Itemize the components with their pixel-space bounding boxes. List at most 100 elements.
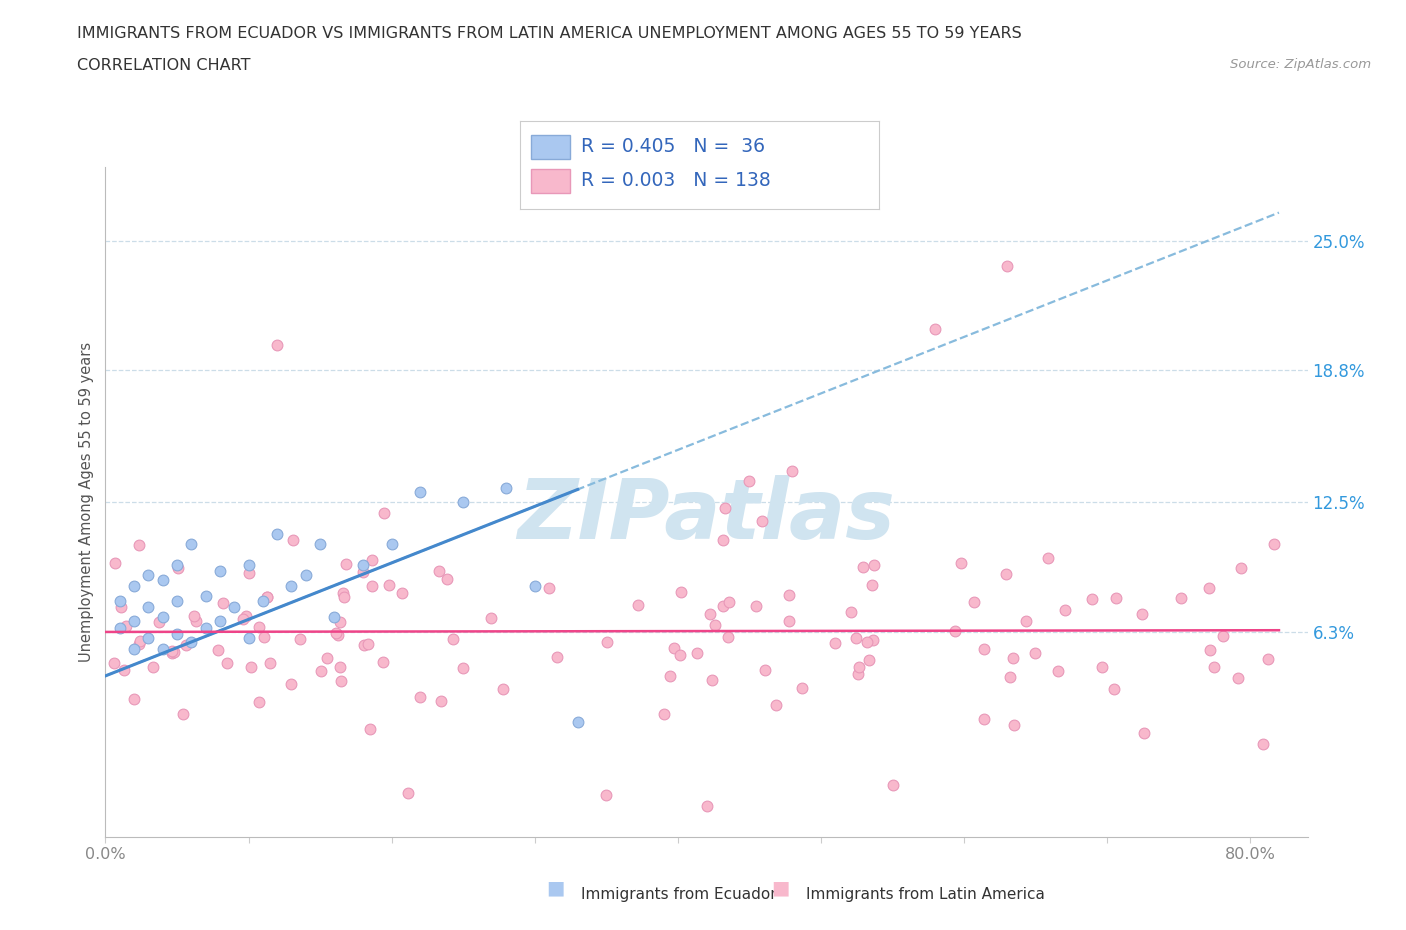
- Point: [122, 642, 145, 657]
- Point: [238, 631, 260, 645]
- Point: [122, 578, 145, 593]
- Point: [546, 650, 568, 665]
- Point: [1226, 671, 1249, 685]
- Point: [326, 628, 349, 643]
- Point: [662, 641, 685, 656]
- Point: [943, 623, 966, 638]
- Point: [495, 480, 517, 495]
- Point: [685, 645, 707, 660]
- Point: [1047, 663, 1070, 678]
- Point: [858, 653, 880, 668]
- Point: [148, 614, 170, 629]
- Point: [1133, 725, 1156, 740]
- Point: [232, 611, 254, 626]
- Point: [973, 711, 995, 726]
- Point: [1004, 718, 1026, 733]
- Point: [266, 526, 288, 541]
- Text: ■: ■: [770, 879, 790, 897]
- Point: [325, 626, 347, 641]
- Point: [360, 553, 382, 568]
- Point: [846, 667, 869, 682]
- Point: [122, 691, 145, 706]
- Point: [138, 600, 160, 615]
- Point: [1053, 603, 1076, 618]
- Point: [180, 537, 202, 551]
- Point: [839, 604, 862, 619]
- Text: ■: ■: [546, 879, 565, 897]
- Point: [208, 564, 231, 578]
- Point: [778, 587, 800, 602]
- Point: [152, 610, 174, 625]
- Point: [430, 694, 453, 709]
- Point: [371, 654, 394, 669]
- Point: [973, 642, 995, 657]
- Point: [112, 662, 135, 677]
- Point: [711, 599, 734, 614]
- Point: [668, 648, 690, 663]
- Text: CORRELATION CHART: CORRELATION CHART: [77, 58, 250, 73]
- Point: [194, 620, 217, 635]
- Point: [238, 558, 260, 573]
- Point: [103, 556, 125, 571]
- Point: [252, 593, 274, 608]
- Point: [183, 609, 205, 624]
- Point: [235, 608, 257, 623]
- Point: [142, 659, 165, 674]
- Point: [1091, 659, 1114, 674]
- Point: [391, 586, 413, 601]
- Point: [567, 714, 589, 729]
- Point: [863, 558, 886, 573]
- Point: [329, 614, 352, 629]
- Point: [224, 600, 246, 615]
- Point: [1199, 642, 1222, 657]
- Point: [738, 474, 761, 489]
- Point: [427, 564, 450, 578]
- Point: [695, 798, 717, 813]
- Point: [176, 637, 198, 652]
- Text: R = 0.405   N =  36: R = 0.405 N = 36: [581, 138, 765, 156]
- Point: [138, 631, 160, 645]
- Point: [782, 463, 804, 478]
- Point: [266, 338, 288, 352]
- Bar: [531, 169, 571, 193]
- Bar: [531, 135, 571, 159]
- Point: [627, 598, 650, 613]
- Point: [256, 590, 278, 604]
- Point: [669, 585, 692, 600]
- Point: [247, 619, 270, 634]
- Point: [1015, 614, 1038, 629]
- Point: [108, 593, 131, 608]
- Point: [1212, 629, 1234, 644]
- Point: [595, 634, 617, 649]
- Point: [122, 614, 145, 629]
- Point: [845, 631, 868, 645]
- Point: [523, 578, 546, 593]
- Point: [718, 594, 741, 609]
- Point: [856, 634, 879, 649]
- Point: [998, 670, 1021, 684]
- Point: [138, 568, 160, 583]
- Point: [247, 695, 270, 710]
- Point: [1130, 607, 1153, 622]
- Point: [166, 558, 188, 573]
- Point: [778, 614, 800, 629]
- Point: [110, 599, 132, 614]
- Point: [765, 698, 787, 712]
- Point: [1024, 645, 1046, 660]
- Point: [409, 485, 432, 499]
- Point: [882, 777, 904, 792]
- Point: [703, 618, 725, 632]
- Point: [280, 676, 302, 691]
- Point: [595, 788, 617, 803]
- Point: [924, 321, 946, 336]
- Point: [378, 578, 401, 592]
- Point: [1257, 651, 1279, 666]
- Point: [163, 644, 186, 659]
- Point: [180, 635, 202, 650]
- Point: [995, 259, 1018, 273]
- Point: [128, 636, 150, 651]
- Text: Immigrants from Ecuador: Immigrants from Ecuador: [581, 887, 776, 902]
- Point: [280, 578, 302, 593]
- Point: [441, 631, 464, 646]
- Point: [316, 651, 339, 666]
